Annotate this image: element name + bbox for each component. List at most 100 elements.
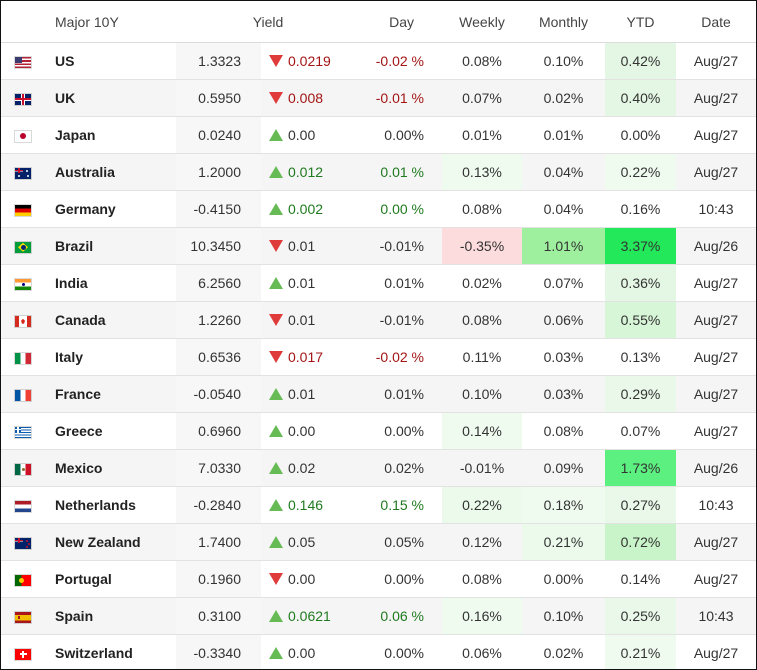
- weekly-change: 0.22%: [442, 486, 522, 524]
- ytd-change: 0.14%: [605, 560, 676, 598]
- us-flag-icon: [15, 56, 31, 68]
- day-change: 0.15 %: [360, 486, 442, 524]
- table-row[interactable]: Australia 1.2000 0.012 0.01 % 0.13% 0.04% 0.22…: [1, 153, 756, 191]
- date-value: Aug/27: [676, 375, 756, 413]
- country-name[interactable]: Germany: [45, 190, 176, 228]
- mexico-flag-icon: [15, 463, 31, 475]
- table-row[interactable]: Japan 0.0240 0.00 0.00% 0.01% 0.01% 0.00% Aug/2…: [1, 116, 756, 154]
- weekly-change: 0.13%: [442, 153, 522, 191]
- arrow-down-icon: [269, 314, 283, 326]
- table-row[interactable]: Canada 1.2260 0.01 -0.01% 0.08% 0.06% 0.55% Aug…: [1, 301, 756, 339]
- weekly-change: 0.01%: [442, 116, 522, 154]
- germany-flag-icon: [15, 204, 31, 216]
- italy-flag-icon: [15, 352, 31, 364]
- country-name[interactable]: Netherlands: [45, 486, 176, 524]
- table-row[interactable]: France -0.0540 0.01 0.01% 0.10% 0.03% 0.29% Aug…: [1, 375, 756, 413]
- country-name[interactable]: US: [45, 42, 176, 80]
- flag-cell: [1, 264, 45, 302]
- change-cell: 0.02: [261, 449, 360, 487]
- header-monthly[interactable]: Monthly: [522, 1, 605, 43]
- weekly-change: 0.14%: [442, 412, 522, 450]
- change-value: 0.00: [288, 571, 316, 587]
- table-row[interactable]: Spain 0.3100 0.0621 0.06 % 0.16% 0.10% 0.25% 10…: [1, 597, 756, 635]
- flag-cell: [1, 634, 45, 669]
- yield-value: 1.2260: [176, 301, 261, 339]
- monthly-change: 0.03%: [522, 338, 605, 376]
- change-value: 0.012: [288, 164, 324, 180]
- table-row[interactable]: Switzerland -0.3340 0.00 0.00% 0.06% 0.02% 0.2…: [1, 634, 756, 669]
- date-value: Aug/26: [676, 449, 756, 487]
- table-row[interactable]: Italy 0.6536 0.017 -0.02 % 0.11% 0.03% 0.13% Au…: [1, 338, 756, 376]
- arrow-up-icon: [269, 499, 283, 511]
- table-row[interactable]: Portugal 0.1960 0.00 0.00% 0.08% 0.00% 0.14% Au…: [1, 560, 756, 598]
- table-row[interactable]: New Zealand 1.7400 0.05 0.05% 0.12% 0.21% 0.72…: [1, 523, 756, 561]
- table-row[interactable]: India 6.2560 0.01 0.01% 0.02% 0.07% 0.36% Aug/2…: [1, 264, 756, 302]
- header-day[interactable]: Day: [360, 1, 442, 43]
- yield-value: 0.1960: [176, 560, 261, 598]
- monthly-change: 0.07%: [522, 264, 605, 302]
- table-row[interactable]: Greece 0.6960 0.00 0.00% 0.14% 0.08% 0.07% Aug/…: [1, 412, 756, 450]
- country-name[interactable]: New Zealand: [45, 523, 176, 561]
- day-change: 0.00%: [360, 634, 442, 669]
- country-name[interactable]: Italy: [45, 338, 176, 376]
- ytd-change: 0.00%: [605, 116, 676, 154]
- country-name[interactable]: Mexico: [45, 449, 176, 487]
- change-value: 0.02: [288, 460, 316, 476]
- day-change: -0.01%: [360, 227, 442, 265]
- india-flag-icon: [15, 278, 31, 290]
- table-row[interactable]: UK 0.5950 0.008 -0.01 % 0.07% 0.02% 0.40% Aug/2…: [1, 79, 756, 117]
- monthly-change: 0.18%: [522, 486, 605, 524]
- change-cell: 0.008: [261, 79, 360, 117]
- header-date[interactable]: Date: [676, 1, 756, 43]
- change-cell: 0.01: [261, 264, 360, 302]
- country-name[interactable]: Switzerland: [45, 634, 176, 669]
- ytd-change: 0.36%: [605, 264, 676, 302]
- day-change: 0.01%: [360, 375, 442, 413]
- header-weekly[interactable]: Weekly: [442, 1, 522, 43]
- date-value: Aug/27: [676, 338, 756, 376]
- change-value: 0.0219: [288, 53, 331, 69]
- table-row[interactable]: Mexico 7.0330 0.02 0.02% -0.01% 0.09% 1.73% Aug…: [1, 449, 756, 487]
- change-cell: 0.146: [261, 486, 360, 524]
- day-change: 0.01 %: [360, 153, 442, 191]
- day-change: 0.01%: [360, 264, 442, 302]
- header-major-10y[interactable]: Major 10Y: [45, 1, 176, 43]
- ytd-change: 0.22%: [605, 153, 676, 191]
- country-name[interactable]: Greece: [45, 412, 176, 450]
- country-name[interactable]: Portugal: [45, 560, 176, 598]
- country-name[interactable]: Brazil: [45, 227, 176, 265]
- table-row[interactable]: US 1.3323 0.0219 -0.02 % 0.08% 0.10% 0.42% Aug/…: [1, 42, 756, 80]
- weekly-change: -0.01%: [442, 449, 522, 487]
- weekly-change: 0.12%: [442, 523, 522, 561]
- flag-cell: [1, 338, 45, 376]
- date-value: Aug/27: [676, 412, 756, 450]
- day-change: -0.01%: [360, 301, 442, 339]
- header-ytd[interactable]: YTD: [605, 1, 676, 43]
- header-yield[interactable]: Yield: [176, 1, 360, 43]
- country-name[interactable]: Japan: [45, 116, 176, 154]
- date-value: Aug/27: [676, 79, 756, 117]
- flag-cell: [1, 412, 45, 450]
- arrow-up-icon: [269, 610, 283, 622]
- yield-value: 6.2560: [176, 264, 261, 302]
- flag-cell: [1, 227, 45, 265]
- country-name[interactable]: Spain: [45, 597, 176, 635]
- country-name[interactable]: India: [45, 264, 176, 302]
- change-cell: 0.00: [261, 560, 360, 598]
- country-name[interactable]: UK: [45, 79, 176, 117]
- change-cell: 0.00: [261, 634, 360, 669]
- country-name[interactable]: Australia: [45, 153, 176, 191]
- weekly-change: 0.02%: [442, 264, 522, 302]
- day-change: 0.02%: [360, 449, 442, 487]
- day-change: 0.00 %: [360, 190, 442, 228]
- table-row[interactable]: Germany -0.4150 0.002 0.00 % 0.08% 0.04% 0.16%…: [1, 190, 756, 228]
- table-row[interactable]: Brazil 10.3450 0.01 -0.01% -0.35% 1.01% 3.37% A…: [1, 227, 756, 265]
- arrow-up-icon: [269, 129, 283, 141]
- table-row[interactable]: Netherlands -0.2840 0.146 0.15 % 0.22% 0.18% 0…: [1, 486, 756, 524]
- country-name[interactable]: Canada: [45, 301, 176, 339]
- day-change: -0.02 %: [360, 42, 442, 80]
- ytd-change: 0.21%: [605, 634, 676, 669]
- date-value: 10:43: [676, 190, 756, 228]
- country-name[interactable]: France: [45, 375, 176, 413]
